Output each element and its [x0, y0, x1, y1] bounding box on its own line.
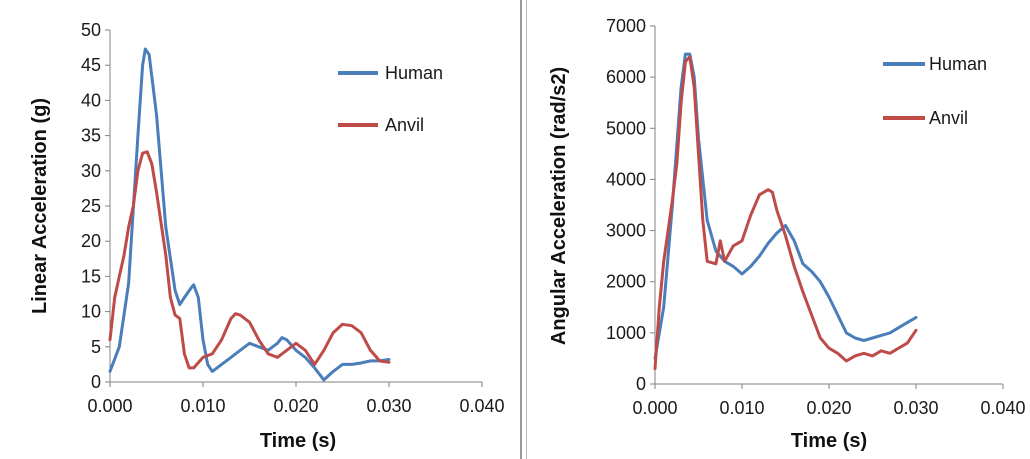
x-tick-label: 0.010 — [180, 396, 225, 416]
x-tick-label: 0.020 — [806, 398, 851, 418]
x-tick-label: 0.010 — [719, 398, 764, 418]
linear-acceleration-chart-panel: 0 5 10 15 20 25 30 35 40 45 50 0.000 0.010 0.020 0.030… — [29, 0, 522, 459]
y-tick-label: 0 — [91, 372, 101, 392]
y-axis-title: Linear Acceleration (g) — [29, 98, 51, 314]
y-tick-label: 7000 — [606, 16, 646, 36]
y-tick-label: 10 — [81, 302, 101, 322]
series-line-anvil — [108, 150, 391, 370]
y-tick-label: 3000 — [606, 221, 646, 241]
y-tick-label: 45 — [81, 55, 101, 75]
y-tick-label: 40 — [81, 90, 101, 110]
legend-label-anvil: Anvil — [385, 115, 424, 135]
angular-acceleration-chart-panel: 0 1000 2000 3000 4000 5000 6000 7000 0.000 0.010 0… — [526, 0, 1030, 459]
y-tick-label: 6000 — [606, 67, 646, 87]
x-tick-label: 0.000 — [632, 398, 677, 418]
y-tick-label: 25 — [81, 196, 101, 216]
x-axis-title: Time (s) — [791, 430, 867, 452]
legend-label-human: Human — [929, 54, 987, 74]
y-tick-label: 5000 — [606, 118, 646, 138]
y-tick-label: 2000 — [606, 272, 646, 292]
legend-label-human: Human — [385, 63, 443, 83]
legend-label-anvil: Anvil — [929, 108, 968, 128]
y-axis-title: Angular Acceleration (rad/s2) — [548, 67, 570, 345]
y-tick-label: 50 — [81, 20, 101, 40]
y-tick-label: 35 — [81, 126, 101, 146]
x-axis-title: Time (s) — [260, 430, 336, 452]
y-tick-label: 1000 — [606, 323, 646, 343]
y-tick-label: 30 — [81, 161, 101, 181]
x-tick-label: 0.040 — [980, 398, 1025, 418]
series-line-human — [108, 47, 391, 382]
linear-acceleration-chart: 0 5 10 15 20 25 30 35 40 45 50 0.000 0.010 0.020 0.030… — [29, 20, 505, 452]
x-tick-label: 0.030 — [366, 396, 411, 416]
y-tick-label: 20 — [81, 231, 101, 251]
x-tick-label: 0.000 — [87, 396, 132, 416]
x-tick-label: 0.020 — [273, 396, 318, 416]
x-tick-label: 0.040 — [459, 396, 504, 416]
y-tick-label: 5 — [91, 337, 101, 357]
y-tick-label: 15 — [81, 266, 101, 286]
x-tick-label: 0.030 — [893, 398, 938, 418]
angular-acceleration-chart: 0 1000 2000 3000 4000 5000 6000 7000 0.000 0.010 0… — [548, 16, 1026, 452]
y-tick-label: 4000 — [606, 169, 646, 189]
series-line-anvil — [653, 55, 918, 371]
y-tick-label: 0 — [636, 374, 646, 394]
